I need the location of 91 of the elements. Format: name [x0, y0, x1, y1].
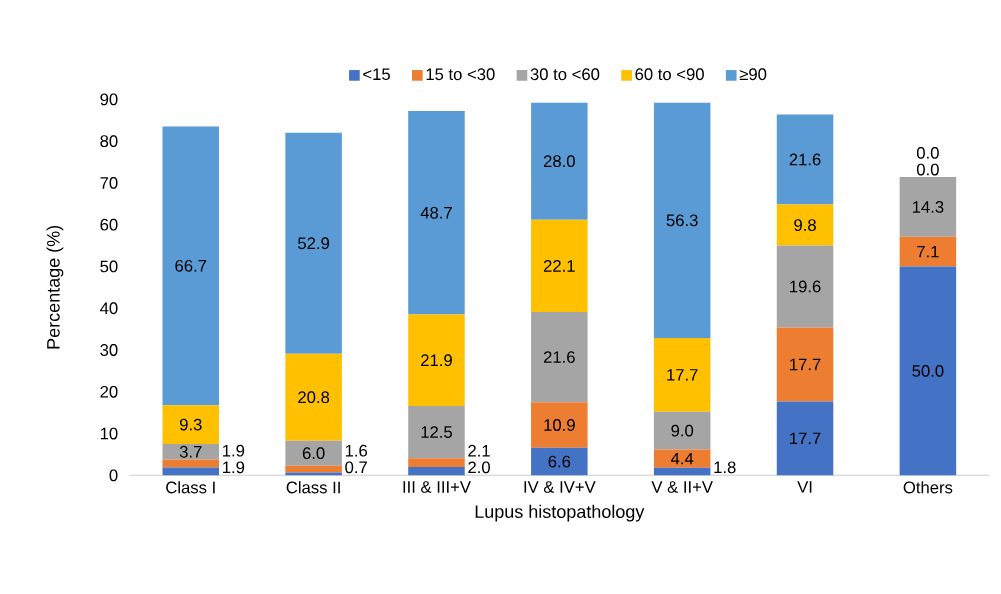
x-axis-title: Lupus histopathology — [475, 504, 645, 522]
legend-label: ≥90 — [739, 68, 767, 81]
data-label: 1.8 — [714, 461, 736, 474]
legend-label: <15 — [363, 68, 390, 81]
bar — [776, 327, 834, 402]
bar — [776, 204, 834, 246]
legend-label: 15 to <30 — [426, 68, 495, 81]
bar — [776, 245, 834, 328]
bar — [776, 114, 834, 205]
data-label: 2.0 — [468, 461, 490, 474]
y-tick-label: 80 — [100, 135, 118, 148]
y-tick-label: 30 — [100, 344, 118, 356]
y-tick-label: 70 — [100, 177, 118, 189]
bar — [653, 411, 711, 450]
data-label: 50.0 — [912, 365, 944, 377]
data-label: 22.1 — [543, 260, 575, 272]
data-label: 19.6 — [790, 280, 821, 293]
bar — [531, 219, 588, 312]
bar — [653, 337, 711, 412]
bar — [776, 401, 834, 476]
bar — [285, 440, 342, 466]
data-label: 0.0 — [916, 163, 939, 176]
data-label: 56.3 — [666, 214, 698, 227]
y-axis-title: Percentage (%) — [46, 225, 64, 349]
data-label: 17.7 — [790, 432, 821, 445]
bar — [408, 314, 465, 406]
bar — [899, 177, 957, 237]
data-label: 9.8 — [794, 219, 816, 231]
bar — [531, 311, 588, 403]
bar — [285, 353, 342, 441]
x-tick-label: IV & IV+V — [524, 481, 596, 493]
data-label: 17.7 — [790, 358, 821, 371]
data-label: 52.9 — [298, 237, 330, 250]
bar — [531, 447, 588, 476]
x-tick-label: VI — [797, 481, 812, 493]
y-tick-label: 90 — [100, 93, 118, 106]
legend-label: 60 to <90 — [635, 68, 704, 81]
data-label: 21.6 — [543, 351, 575, 364]
data-label: 66.7 — [175, 259, 207, 272]
x-tick-label: III & III+V — [403, 481, 471, 493]
x-tick-label: Others — [903, 481, 953, 494]
data-label: 12.5 — [421, 426, 452, 438]
data-label: 3.7 — [179, 445, 202, 458]
bar — [162, 459, 220, 468]
bar — [653, 467, 711, 476]
x-tick-label: Class II — [286, 481, 340, 494]
data-label: 1.9 — [223, 461, 245, 474]
data-label: 9.3 — [179, 418, 202, 431]
y-tick-label: 40 — [100, 302, 118, 315]
data-label: 17.7 — [667, 369, 698, 381]
y-tick-label: 20 — [100, 385, 118, 398]
data-label: 7.1 — [917, 245, 939, 258]
bar — [408, 466, 465, 476]
x-tick-label: Class I — [166, 481, 215, 494]
data-label: 21.6 — [789, 153, 821, 166]
y-tick-label: 50 — [100, 260, 118, 273]
bar — [531, 102, 588, 220]
data-label: 14.3 — [912, 201, 944, 213]
data-label: 28.0 — [543, 155, 575, 168]
bar — [162, 126, 220, 406]
bar — [285, 472, 342, 476]
y-tick-label: 10 — [100, 427, 118, 440]
bar — [162, 467, 220, 476]
data-label: 0.0 — [916, 146, 939, 159]
data-label: 2.1 — [468, 444, 490, 457]
bar — [162, 405, 220, 444]
bar — [285, 465, 342, 473]
data-label: 9.0 — [671, 424, 694, 437]
data-label: 21.9 — [421, 354, 452, 367]
bar — [408, 458, 465, 467]
y-tick-label: 60 — [100, 218, 118, 231]
bar — [653, 449, 711, 468]
bar — [408, 405, 465, 459]
bar — [408, 111, 465, 315]
data-label: 1.9 — [223, 444, 245, 457]
data-label: 4.4 — [670, 452, 694, 465]
data-label: 10.9 — [544, 419, 575, 431]
x-tick-label: V & II+V — [651, 481, 713, 493]
data-label: 0.7 — [345, 461, 367, 474]
legend-label: 30 to <60 — [530, 68, 600, 81]
bar — [285, 132, 342, 354]
data-label: 20.8 — [298, 391, 330, 404]
bar — [531, 402, 588, 448]
bar — [899, 236, 957, 267]
bar — [653, 102, 711, 338]
data-label: 6.0 — [302, 447, 325, 460]
data-label: 1.6 — [345, 444, 368, 457]
data-label: 48.7 — [420, 206, 452, 219]
data-label: 6.6 — [548, 455, 571, 468]
y-tick-label: 0 — [109, 469, 118, 482]
bar — [899, 266, 957, 476]
